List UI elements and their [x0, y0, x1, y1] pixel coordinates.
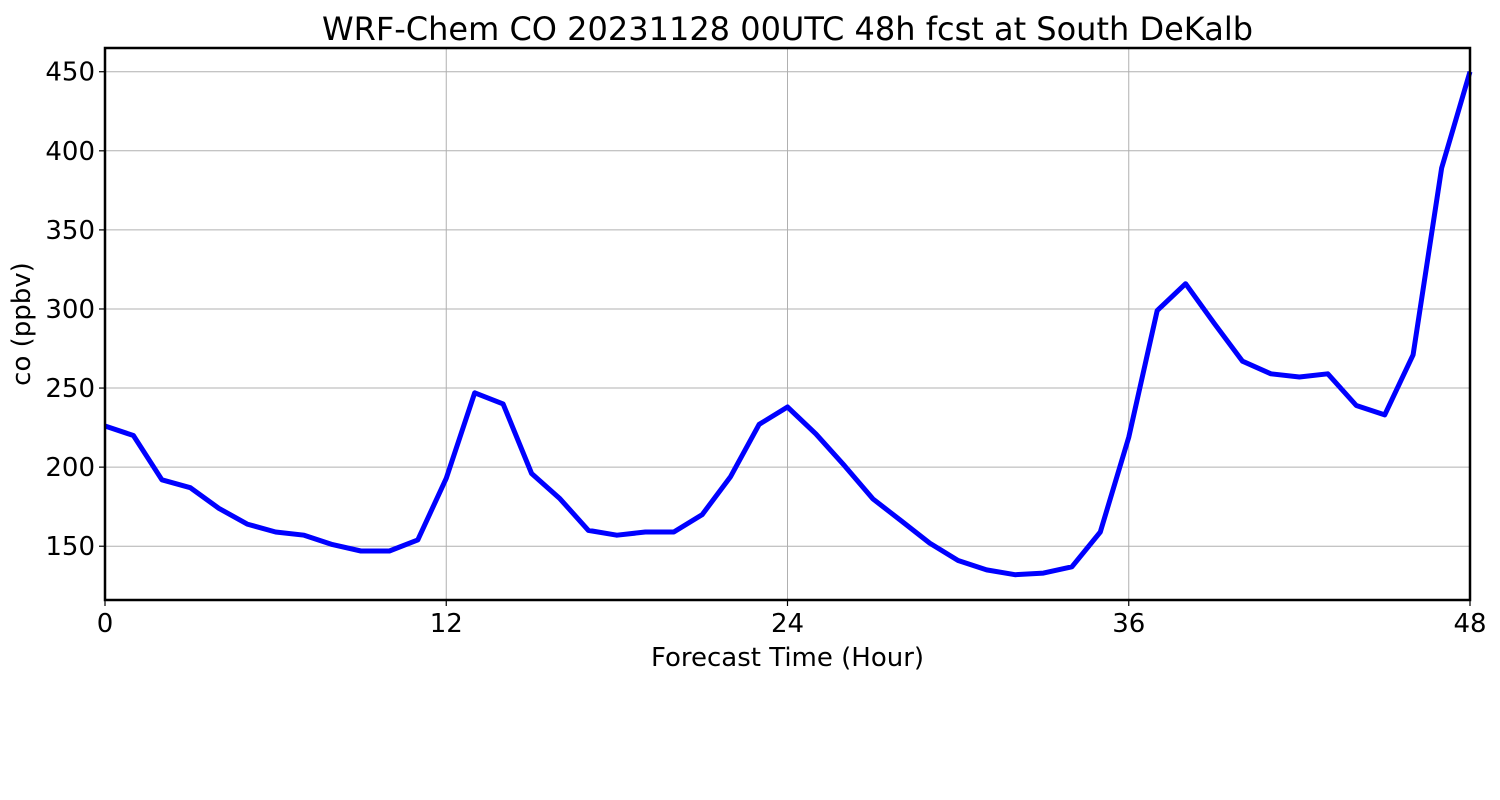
y-tick-label: 200 [45, 453, 95, 483]
data-layer [104, 70, 1473, 578]
y-axis-label: co (ppbv) [7, 262, 37, 386]
y-tick-label: 300 [45, 295, 95, 325]
y-tick-label: 150 [45, 532, 95, 562]
x-tick-label: 48 [1453, 609, 1486, 639]
y-tick-label: 250 [45, 374, 95, 404]
x-tick-label: 36 [1112, 609, 1145, 639]
y-tick-label: 400 [45, 137, 95, 167]
chart-title: WRF-Chem CO 20231128 00UTC 48h fcst at S… [322, 10, 1253, 48]
y-tick-label: 450 [45, 58, 95, 88]
y-tick-label: 350 [45, 216, 95, 246]
ticks: 0 12 24 36 48 150 200 250 300 350 400 450 [45, 58, 1486, 639]
x-tick-label: 12 [430, 609, 463, 639]
x-tick-label: 0 [97, 609, 114, 639]
x-axis-label: Forecast Time (Hour) [651, 643, 924, 673]
x-tick-label: 24 [771, 609, 804, 639]
